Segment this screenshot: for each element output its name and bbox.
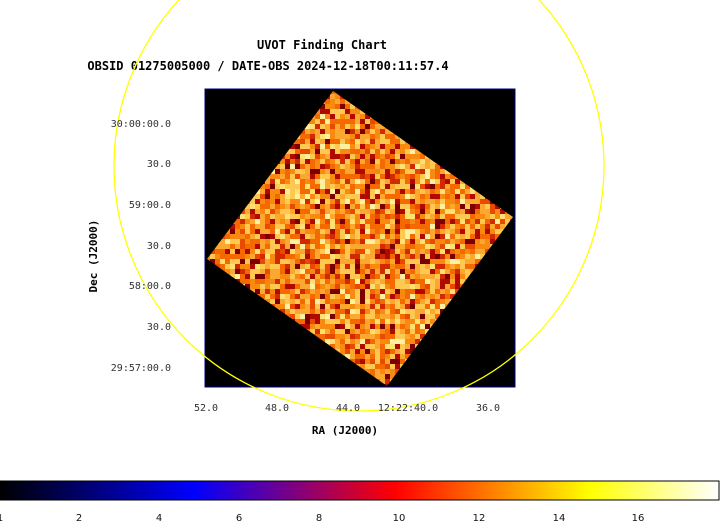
ra-tick-label: 12:22:40.0 — [378, 403, 438, 414]
colorbar-tick-label: 4 — [156, 513, 162, 521]
dec-tick-label: 59:00.0 — [129, 200, 171, 211]
y-axis-label: Dec (J2000) — [87, 220, 100, 293]
ra-tick-label: 52.0 — [194, 403, 218, 414]
ra-ticks: 52.0 48.0 44.0 12:22:40.0 36.0 — [194, 403, 500, 414]
dec-tick-label: 29:57:00.0 — [111, 363, 171, 374]
dec-tick-label: 30.0 — [147, 241, 171, 252]
colorbar-tick-label: 10 — [393, 513, 406, 521]
ra-tick-label: 48.0 — [265, 403, 289, 414]
colorbar-tick-label: 16 — [632, 513, 645, 521]
dec-tick-label: 30.0 — [147, 159, 171, 170]
field-circle — [113, 0, 605, 412]
chart-subtitle: OBSID 01275005000 / DATE-OBS 2024-12-18T… — [87, 59, 448, 73]
image-frame — [204, 88, 516, 388]
colorbar-tick-label: 8 — [316, 513, 322, 521]
colorbar-tick-label: 2 — [76, 513, 82, 521]
colorbar-tick-label: 14 — [553, 513, 566, 521]
colorbar-ticks: 1246810121416 — [0, 513, 644, 521]
colorbar-tick-label: 6 — [236, 513, 242, 521]
dec-ticks: 30:00:00.0 30.0 59:00.0 30.0 58:00.0 30.0 29:5… — [111, 119, 171, 374]
x-axis-label: RA (J2000) — [312, 424, 378, 437]
colorbar — [0, 480, 720, 501]
colorbar-tick-label: 12 — [473, 513, 486, 521]
ra-tick-label: 44.0 — [336, 403, 360, 414]
ra-tick-label: 36.0 — [476, 403, 500, 414]
dec-tick-label: 30:00:00.0 — [111, 119, 171, 130]
dec-tick-label: 30.0 — [147, 322, 171, 333]
dec-tick-label: 58:00.0 — [129, 281, 171, 292]
colorbar-tick-label: 1 — [0, 513, 3, 521]
chart-title: UVOT Finding Chart — [257, 38, 387, 52]
